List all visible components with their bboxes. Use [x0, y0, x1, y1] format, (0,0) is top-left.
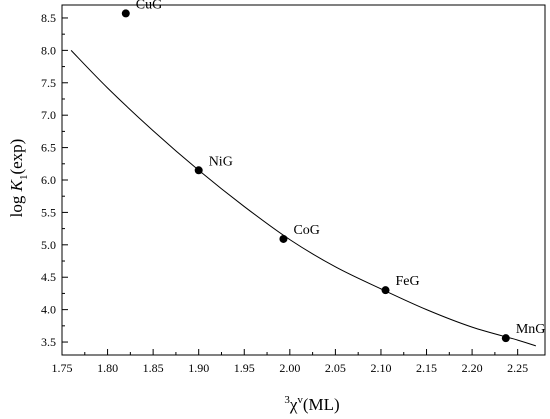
point-labels: CuG NiG CoG FeG MnG [136, 0, 546, 337]
x-tick-label: 1.90 [188, 361, 209, 375]
x-tick-label: 1.80 [97, 361, 118, 375]
data-point-cog [279, 234, 288, 243]
y-tick-label: 4.5 [41, 270, 56, 284]
y-tick-label: 4.0 [41, 303, 56, 317]
y-tick-label: 5.0 [41, 238, 56, 252]
fit-curve-layer [70, 50, 537, 347]
y-axis-label: log K1(exp) [7, 139, 30, 218]
y-tick-label: 7.0 [41, 108, 56, 122]
plot-frame [61, 4, 546, 356]
x-tick-label: 2.25 [507, 361, 528, 375]
data-point-nig [194, 166, 203, 175]
x-tick-label: 1.75 [52, 361, 73, 375]
point-label-cug: CuG [136, 0, 162, 12]
point-label-cog: CoG [293, 223, 319, 238]
fit-curve [70, 50, 537, 347]
data-point-feg [381, 286, 390, 295]
x-tick-label: 2.10 [370, 361, 391, 375]
y-tick-label: 6.0 [41, 173, 56, 187]
x-tick-label: 1.85 [143, 361, 164, 375]
x-axis-label: 3χv(ML) [284, 394, 339, 414]
data-point-cug [121, 9, 130, 18]
y-tick-label: 8.0 [41, 43, 56, 57]
data-points [121, 9, 510, 343]
x-tick-label: 1.95 [234, 361, 255, 375]
y-tick-label: 8.5 [41, 11, 56, 25]
point-label-mng: MnG [516, 322, 546, 337]
point-label-nig: NiG [209, 154, 233, 169]
x-tick-label: 2.00 [279, 361, 300, 375]
x-tick-label: 2.05 [325, 361, 346, 375]
y-tick-label: 5.5 [41, 205, 56, 219]
data-point-mng [501, 334, 510, 343]
axes: 1.75 1.80 1.85 1.90 1.95 2.00 2.05 2.10 2.15 2.20… [41, 4, 546, 375]
y-tick-label: 7.5 [41, 76, 56, 90]
point-label-feg: FeG [396, 274, 420, 289]
y-tick-label: 3.5 [41, 335, 56, 349]
y-tick-label: 6.5 [41, 141, 56, 155]
x-tick-label: 2.15 [416, 361, 437, 375]
x-tick-label: 2.20 [462, 361, 483, 375]
